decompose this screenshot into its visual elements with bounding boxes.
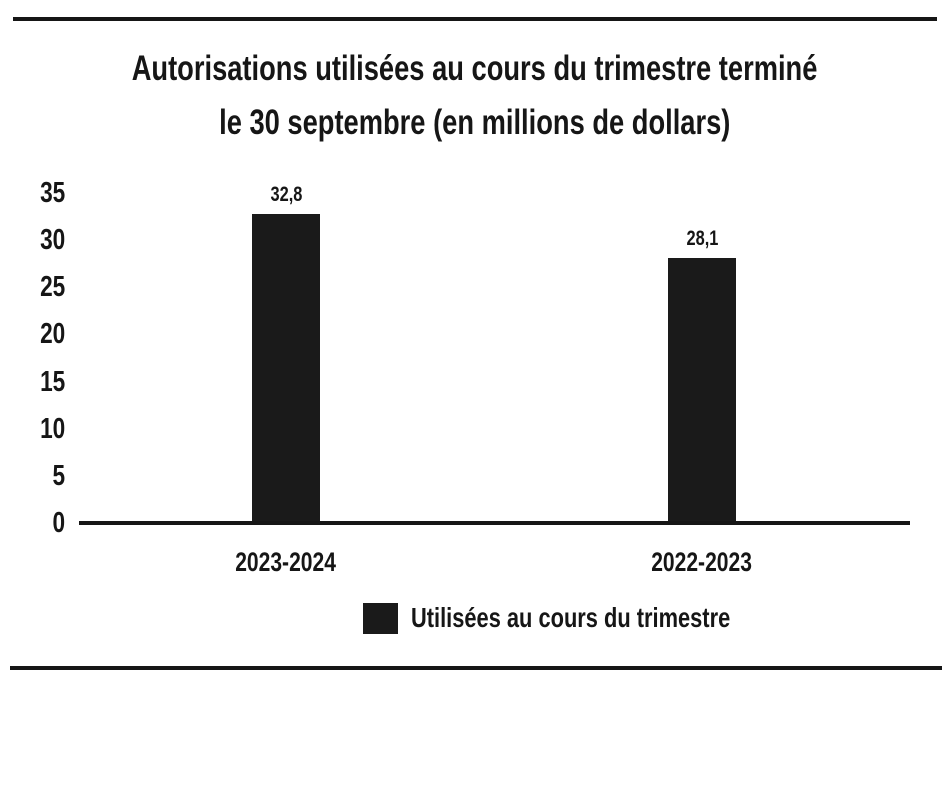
y-axis-label-0: 0 xyxy=(0,508,65,538)
bar-value-text: 28,1 xyxy=(686,227,718,250)
y-axis-label-text: 5 xyxy=(52,459,65,492)
x-axis-label-2022-2023: 2022-2023 xyxy=(592,546,812,578)
y-axis-label-15: 15 xyxy=(0,367,65,397)
y-axis-label-text: 10 xyxy=(39,412,65,445)
y-axis-label-text: 35 xyxy=(39,177,65,209)
bar-value-text: 32,8 xyxy=(270,183,302,206)
x-axis-label-2023-2024: 2023-2024 xyxy=(176,546,396,578)
bar-value-label-2022-2023: 28,1 xyxy=(642,227,762,251)
top-divider xyxy=(13,17,937,21)
x-axis-label-text: 2023-2024 xyxy=(235,547,337,577)
y-axis-label-35: 35 xyxy=(0,178,65,208)
bar-2022-2023 xyxy=(668,258,736,525)
y-axis-label-text: 0 xyxy=(52,507,65,539)
y-axis-label-text: 15 xyxy=(39,365,65,398)
y-axis-label-20: 20 xyxy=(0,319,65,349)
chart-title-line-1: Autorisations utilisées au cours du trim… xyxy=(132,49,818,88)
y-axis-label-text: 25 xyxy=(39,271,65,304)
legend: Utilisées au cours du trimestre xyxy=(363,602,820,634)
bar-value-label-2023-2024: 32,8 xyxy=(226,183,346,207)
y-axis-label-10: 10 xyxy=(0,414,65,444)
y-axis-label-30: 30 xyxy=(0,225,65,255)
y-axis-label-text: 30 xyxy=(39,224,65,257)
bar-2023-2024 xyxy=(252,214,320,525)
legend-swatch-icon xyxy=(363,602,398,634)
legend-label: Utilisées au cours du trimestre xyxy=(411,602,731,633)
y-axis-label-5: 5 xyxy=(0,461,65,491)
x-axis-line xyxy=(79,521,910,525)
bottom-divider xyxy=(10,666,942,670)
y-axis-label-25: 25 xyxy=(0,272,65,302)
y-axis-label-text: 20 xyxy=(39,318,65,351)
chart-title-line-2: le 30 septembre (en millions de dollars) xyxy=(219,103,731,142)
chart-title: Autorisations utilisées au cours du trim… xyxy=(0,42,950,150)
x-axis-label-text: 2022-2023 xyxy=(651,547,753,577)
